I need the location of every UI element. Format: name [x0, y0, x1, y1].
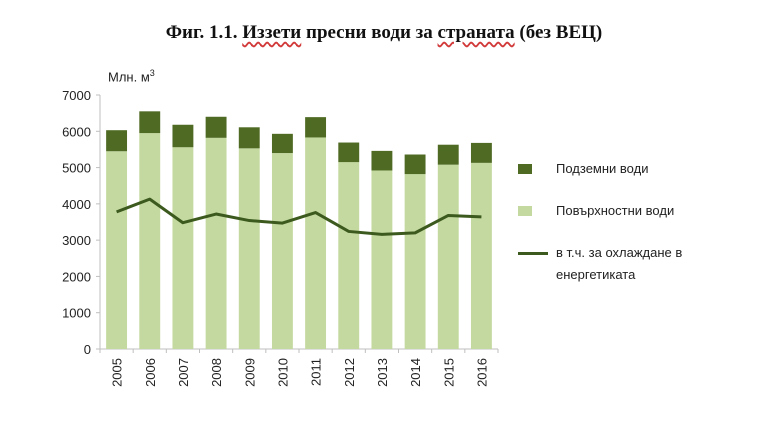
bar-underground-2011: [305, 117, 327, 138]
bar-surface-2010: [271, 153, 293, 349]
y-tick-label: 5000: [62, 161, 91, 176]
y-tick-label: 2000: [62, 269, 91, 284]
legend-swatch-surface: [518, 206, 532, 216]
x-tick-label-2015: 2015: [441, 358, 456, 387]
x-tick-label-2008: 2008: [209, 358, 224, 387]
x-tick-label-2012: 2012: [342, 358, 357, 387]
bar-underground-2016: [470, 142, 492, 163]
bar-underground-2010: [271, 133, 293, 154]
bar-underground-2008: [205, 116, 227, 138]
x-tick-label-2005: 2005: [110, 358, 125, 387]
bar-underground-2014: [404, 154, 426, 175]
legend-label-surface: Повърхностни води: [556, 203, 675, 218]
bar-surface-2005: [106, 151, 128, 349]
x-tick-label-2010: 2010: [275, 358, 290, 387]
line-cooling: [116, 197, 482, 236]
y-tick-label: 3000: [62, 233, 91, 248]
bar-surface-2006: [139, 133, 161, 349]
y-axis-unit-label: Млн. м3: [108, 68, 155, 85]
y-tick-label: 1000: [62, 306, 91, 321]
legend-swatch-underground: [518, 164, 532, 174]
x-tick-label-2011: 2011: [309, 358, 324, 386]
x-tick-label-2007: 2007: [176, 358, 191, 387]
legend-label-cooling: в т.ч. за охлаждане в енергетиката: [556, 245, 683, 282]
x-tick-label-2013: 2013: [375, 358, 390, 387]
bar-underground-2006: [139, 111, 161, 134]
bar-surface-2008: [205, 137, 227, 349]
bar-surface-2009: [238, 148, 260, 349]
bar-surface-2014: [404, 174, 426, 349]
y-tick-label: 0: [84, 342, 91, 357]
legend: Подземни води Повърхностни води в т.ч. з…: [518, 0, 768, 433]
x-tick-label-2009: 2009: [242, 358, 257, 387]
bar-underground-2009: [238, 127, 260, 149]
bar-surface-2013: [371, 170, 393, 349]
y-tick-label: 7000: [62, 88, 91, 103]
bar-surface-2011: [305, 137, 327, 349]
x-tick-label-2006: 2006: [143, 358, 158, 387]
chart-title: Фиг. 1.1. Иззети пресни води за страната…: [165, 22, 603, 43]
bar-underground-2005: [106, 130, 128, 152]
bar-surface-2015: [437, 164, 459, 349]
bar-surface-2007: [172, 147, 194, 349]
bar-underground-2015: [437, 144, 459, 165]
legend-label-underground: Подземни води: [556, 161, 649, 176]
x-tick-label-2016: 2016: [474, 358, 489, 387]
legend-swatch-cooling: [518, 252, 548, 255]
bar-underground-2013: [371, 150, 393, 171]
bar-surface-2016: [470, 162, 492, 349]
bar-underground-2007: [172, 124, 194, 148]
bar-surface-2012: [338, 162, 360, 349]
y-tick-label: 4000: [62, 197, 91, 212]
x-tick-label-2014: 2014: [408, 358, 423, 387]
bar-underground-2012: [338, 142, 360, 163]
y-tick-label: 6000: [62, 124, 91, 139]
